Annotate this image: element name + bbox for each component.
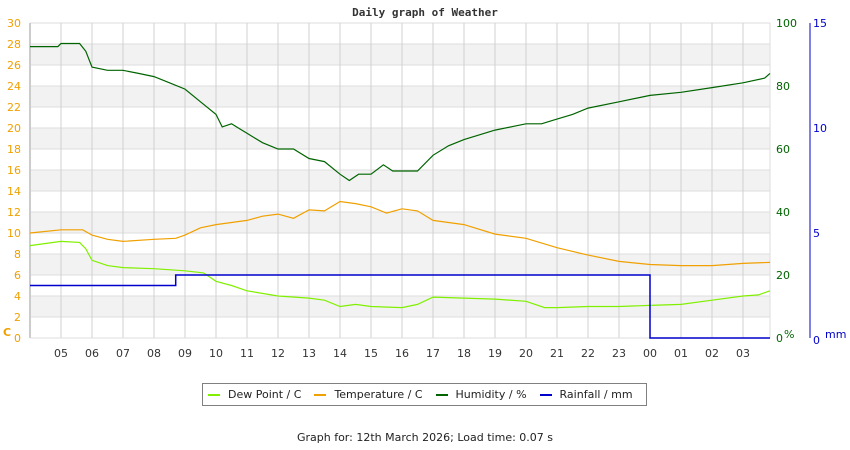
svg-text:09: 09 bbox=[178, 347, 192, 360]
svg-text:22: 22 bbox=[581, 347, 595, 360]
x-axis-hours: 05 06 07 08 09 10 11 12 13 14 15 16 17 18 19 20 21 22 23 00… bbox=[54, 347, 750, 360]
svg-text:20: 20 bbox=[7, 122, 21, 135]
svg-text:10: 10 bbox=[813, 122, 827, 135]
right-axis-humidity: 0 20 40 60 80 100% bbox=[776, 17, 797, 345]
svg-text:26: 26 bbox=[7, 59, 21, 72]
svg-text:0: 0 bbox=[813, 334, 820, 347]
svg-text:10: 10 bbox=[7, 227, 21, 240]
svg-text:16: 16 bbox=[395, 347, 409, 360]
svg-text:12: 12 bbox=[7, 206, 21, 219]
svg-text:23: 23 bbox=[612, 347, 626, 360]
svg-text:01: 01 bbox=[674, 347, 688, 360]
svg-text:06: 06 bbox=[85, 347, 99, 360]
svg-text:mm: mm bbox=[825, 328, 846, 341]
legend-item-humidity: Humidity / % bbox=[435, 388, 527, 401]
legend: Dew Point / C Temperature / C Humidity /… bbox=[202, 383, 647, 406]
svg-text:15: 15 bbox=[364, 347, 378, 360]
svg-text:0: 0 bbox=[776, 332, 783, 345]
plot-background-bands bbox=[30, 44, 770, 317]
svg-text:0: 0 bbox=[14, 332, 21, 345]
legend-label: Rainfall / mm bbox=[559, 388, 633, 401]
svg-text:22: 22 bbox=[7, 101, 21, 114]
svg-text:14: 14 bbox=[333, 347, 347, 360]
legend-item-temperature: Temperature / C bbox=[314, 388, 423, 401]
svg-text:5: 5 bbox=[813, 227, 820, 240]
svg-text:100: 100 bbox=[776, 17, 797, 30]
legend-label: Dew Point / C bbox=[228, 388, 302, 401]
svg-text:18: 18 bbox=[7, 143, 21, 156]
svg-text:00: 00 bbox=[643, 347, 657, 360]
rainfall-line bbox=[30, 274, 770, 339]
svg-text:19: 19 bbox=[488, 347, 502, 360]
svg-text:30: 30 bbox=[7, 17, 21, 30]
svg-text:20: 20 bbox=[776, 269, 790, 282]
temperature-swatch-icon bbox=[314, 393, 327, 396]
svg-text:16: 16 bbox=[7, 164, 21, 177]
legend-label: Humidity / % bbox=[455, 388, 527, 401]
svg-text:20: 20 bbox=[519, 347, 533, 360]
svg-text:11: 11 bbox=[240, 347, 254, 360]
svg-text:24: 24 bbox=[7, 80, 21, 93]
dew-point-swatch-icon bbox=[208, 393, 220, 396]
svg-text:10: 10 bbox=[209, 347, 223, 360]
dew-line bbox=[29, 240, 771, 309]
svg-text:%: % bbox=[784, 328, 794, 341]
svg-text:03: 03 bbox=[736, 347, 750, 360]
svg-text:05: 05 bbox=[54, 347, 68, 360]
svg-text:28: 28 bbox=[7, 38, 21, 51]
svg-text:18: 18 bbox=[457, 347, 471, 360]
svg-text:13: 13 bbox=[302, 347, 316, 360]
footer-status: Graph for: 12th March 2026; Load time: 0… bbox=[296, 431, 554, 444]
svg-text:07: 07 bbox=[116, 347, 130, 360]
legend-label: Temperature / C bbox=[334, 388, 423, 401]
svg-text:2: 2 bbox=[14, 311, 21, 324]
data-series bbox=[29, 42, 771, 339]
rainfall-swatch-icon bbox=[539, 393, 552, 396]
svg-text:8: 8 bbox=[14, 248, 21, 261]
right-axis-rainfall: 0 5 10 15 mm bbox=[809, 17, 846, 347]
svg-text:02: 02 bbox=[705, 347, 719, 360]
chart-title: Daily graph of Weather bbox=[352, 6, 498, 19]
temperature-line bbox=[29, 200, 771, 267]
svg-text:80: 80 bbox=[776, 80, 790, 93]
svg-text:C: C bbox=[3, 326, 11, 339]
svg-text:21: 21 bbox=[550, 347, 564, 360]
svg-text:14: 14 bbox=[7, 185, 21, 198]
legend-item-rainfall: Rainfall / mm bbox=[539, 388, 633, 401]
humidity-swatch-icon bbox=[435, 393, 448, 396]
svg-text:08: 08 bbox=[147, 347, 161, 360]
svg-text:40: 40 bbox=[776, 206, 790, 219]
humidity-line bbox=[30, 42, 771, 182]
svg-text:17: 17 bbox=[426, 347, 440, 360]
svg-text:4: 4 bbox=[14, 290, 21, 303]
weather-chart: Daily graph of Weather 02468101214161820… bbox=[3, 6, 846, 360]
svg-text:6: 6 bbox=[14, 269, 21, 282]
svg-text:60: 60 bbox=[776, 143, 790, 156]
legend-item-dew-point: Dew Point / C bbox=[208, 388, 301, 401]
svg-text:15: 15 bbox=[813, 17, 827, 30]
svg-text:12: 12 bbox=[271, 347, 285, 360]
